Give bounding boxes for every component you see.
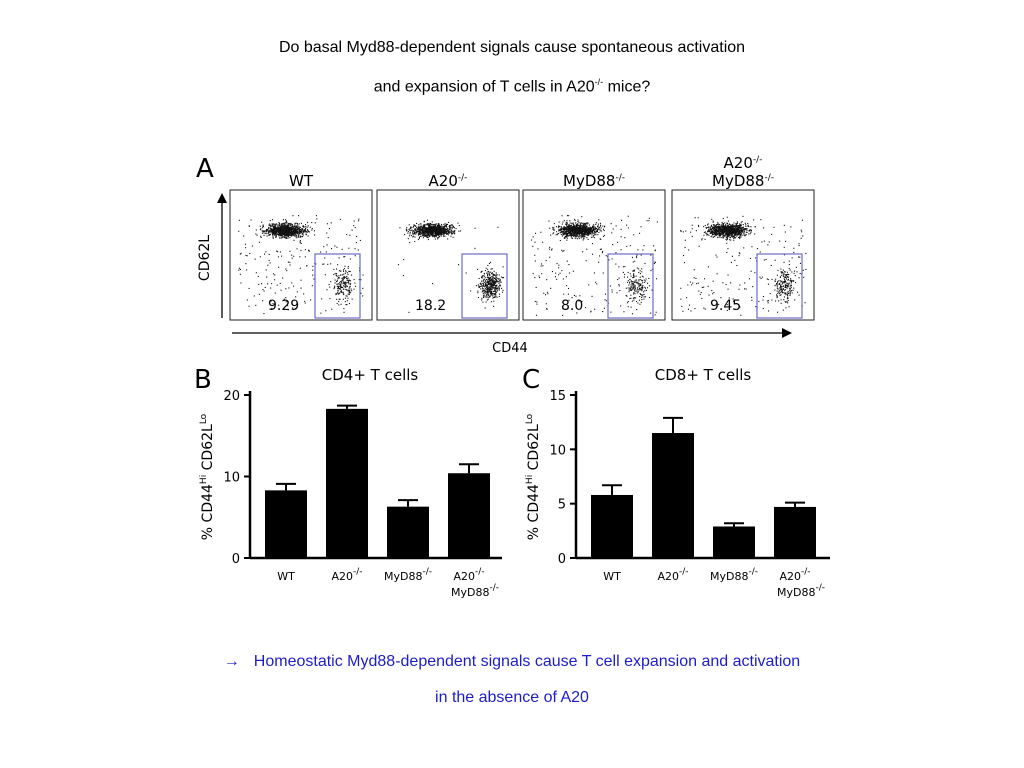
flow-dots (531, 215, 658, 316)
bar (652, 433, 694, 558)
bar (774, 506, 816, 558)
category-label: MyD88-/- (384, 567, 432, 583)
flow-dots (680, 215, 807, 316)
gate-percent-label: 9.45 (710, 298, 741, 314)
x-arrow-head (782, 328, 792, 338)
gate-box (461, 253, 508, 319)
category-label: A20-/- (657, 567, 688, 583)
bar (265, 490, 307, 558)
category-label: MyD88-/- (710, 567, 758, 583)
gate-box (756, 253, 803, 319)
panel-a-letter: A (196, 154, 214, 184)
y-tick-label: 10 (223, 471, 240, 486)
flow-plot-frame (376, 189, 520, 321)
y-tick-label: 15 (549, 389, 566, 404)
bar-y-axis-label: % CD44Hi CD62LLo (525, 413, 542, 540)
flow-plot-title-line2: MyD88-/- (712, 172, 774, 190)
y-arrow-head (217, 193, 227, 203)
flow-plot-3: 8.0 MyD88-/- (522, 172, 666, 321)
title-superscript: -/- (594, 77, 604, 87)
category-label-line2: MyD88-/- (451, 583, 499, 599)
flow-x-axis-label: CD44 (492, 341, 528, 356)
slide-title-line-1: Do basal Myd88-dependent signals cause s… (278, 39, 746, 56)
bar-chart-title: CD8+ T cells (655, 366, 752, 384)
conclusion-line-2: in the absence of A20 (435, 689, 589, 706)
gate-percent-label: 8.0 (561, 298, 583, 314)
bar (591, 494, 633, 558)
category-label: A20-/- (779, 567, 810, 583)
bar-y-axis-label: % CD44Hi CD62LLo (199, 413, 216, 540)
conclusion-text-1: Homeostatic Myd88-dependent signals caus… (253, 653, 801, 670)
flow-plot-title: MyD88-/- (563, 172, 625, 190)
bar-chart-c: CD8+ T cells 0 5 10 15 % CD44Hi CD62LLo WT A20-… (525, 366, 830, 599)
category-label-line2: MyD88-/- (777, 583, 825, 599)
category-label: WT (603, 570, 621, 583)
right-arrow-icon: → (223, 653, 240, 670)
category-label: WT (277, 570, 295, 583)
gate-box (314, 253, 361, 319)
bar-chart-b: CD4+ T cells 0 10 20 % CD44Hi CD62LLo WT A20-/… (199, 366, 502, 599)
flow-plot-title: WT (289, 172, 314, 190)
conclusion-line-1: → Homeostatic Myd88-dependent signals cau… (0, 644, 1024, 680)
gate-box (607, 253, 654, 319)
flow-plot-frame (229, 189, 373, 321)
flow-plot-title: A20-/- (429, 172, 468, 190)
flow-dots (397, 219, 505, 313)
bar (387, 506, 429, 558)
bar (448, 473, 490, 558)
y-tick-label: 10 (549, 443, 566, 458)
y-tick-label: 0 (232, 552, 240, 567)
panel-b-letter: B (194, 365, 212, 395)
slide-title-line-2: and expansion of T cells in A20-/- mice? (0, 65, 1024, 104)
bar (713, 526, 755, 558)
gate-percent-label: 9.29 (268, 298, 299, 314)
title-prefix: and expansion of T cells in A20 (373, 78, 595, 96)
flow-y-axis-label: CD62L (197, 235, 213, 281)
flow-plot-title: A20-/- (724, 154, 763, 172)
bar (326, 408, 368, 558)
flow-plot-2: 18.2 A20-/- (376, 172, 520, 321)
title-suffix: mice? (603, 78, 651, 96)
y-tick-label: 20 (223, 389, 240, 404)
panel-c-letter: C (522, 365, 540, 395)
flow-plot-frame (671, 189, 815, 321)
flow-plot-frame (522, 189, 666, 321)
category-label: A20-/- (453, 567, 484, 583)
y-tick-label: 5 (558, 498, 566, 513)
gate-percent-label: 18.2 (415, 298, 446, 314)
category-label: A20-/- (331, 567, 362, 583)
bar-chart-title: CD4+ T cells (322, 366, 419, 384)
y-tick-label: 0 (558, 552, 566, 567)
flow-dots (238, 215, 364, 315)
flow-plot-4: 9.45 A20-/-MyD88-/- (671, 154, 815, 321)
flow-plot-1: 9.29 WT (229, 172, 373, 321)
